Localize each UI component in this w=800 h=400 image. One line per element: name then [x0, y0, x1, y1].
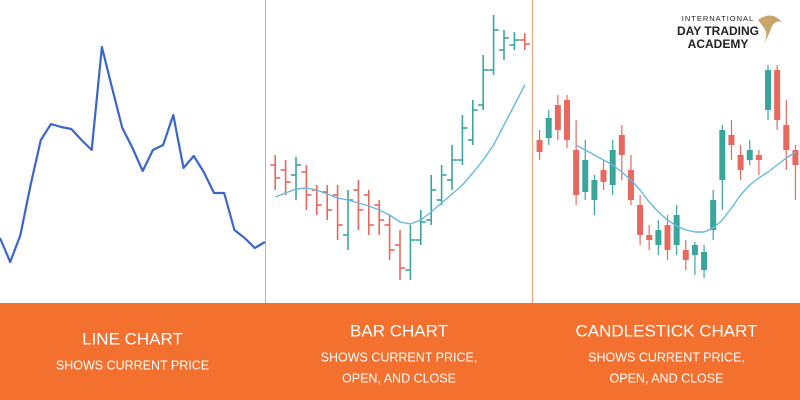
chart-subtitle: SHOWS CURRENT PRICE, [321, 350, 478, 364]
candle-body [545, 118, 552, 138]
candle-body [701, 252, 708, 270]
chart-title: CANDLESTICK CHART [576, 321, 758, 340]
candle-body [783, 125, 790, 150]
candle-body [627, 170, 634, 200]
charts: LINE CHART SHOWS CURRENT PRICE BAR CHART SH… [0, 15, 799, 385]
footer-band [0, 303, 800, 400]
line [274, 84, 526, 225]
candle-body [637, 205, 644, 235]
logo-text: DAY TRADING [677, 24, 759, 38]
candle-body [582, 160, 589, 192]
candle-body [737, 155, 744, 170]
chart-subtitle: OPEN, AND CLOSE [342, 371, 456, 385]
candle-body [719, 130, 726, 180]
logo: INTERNATIONAL DAY TRADING ACADEMY [677, 14, 782, 51]
candle-body [563, 100, 570, 140]
candle-body [682, 250, 689, 260]
candle-body [609, 150, 616, 185]
candle-body [755, 155, 762, 160]
chart-title: BAR CHART [350, 321, 448, 340]
candle-body [765, 70, 772, 110]
candle-body [536, 140, 543, 152]
line [575, 144, 796, 233]
candle-body [691, 245, 698, 255]
chart-subtitle: SHOWS CURRENT PRICE, [588, 350, 745, 364]
candle-body [655, 230, 662, 245]
candle-body [746, 150, 753, 160]
candle-body [728, 135, 735, 145]
candle-body [774, 70, 781, 120]
candle-body [591, 180, 598, 200]
chart-subtitle: OPEN, AND CLOSE [610, 371, 724, 385]
candle-body [573, 150, 580, 195]
logo-text: INTERNATIONAL [682, 14, 754, 23]
candle-body [710, 200, 717, 230]
line [0, 45, 266, 264]
candle-body [792, 150, 799, 165]
logo-bull [758, 15, 782, 51]
candle-body [664, 225, 671, 250]
candle-body [600, 170, 607, 182]
candle-body [618, 135, 625, 155]
logo-text: ACADEMY [688, 37, 749, 51]
chart-title: LINE CHART [82, 329, 183, 348]
candle-body [554, 105, 561, 130]
candle-body [673, 215, 680, 245]
chart-subtitle: SHOWS CURRENT PRICE [56, 358, 209, 372]
candle-body [646, 235, 653, 240]
